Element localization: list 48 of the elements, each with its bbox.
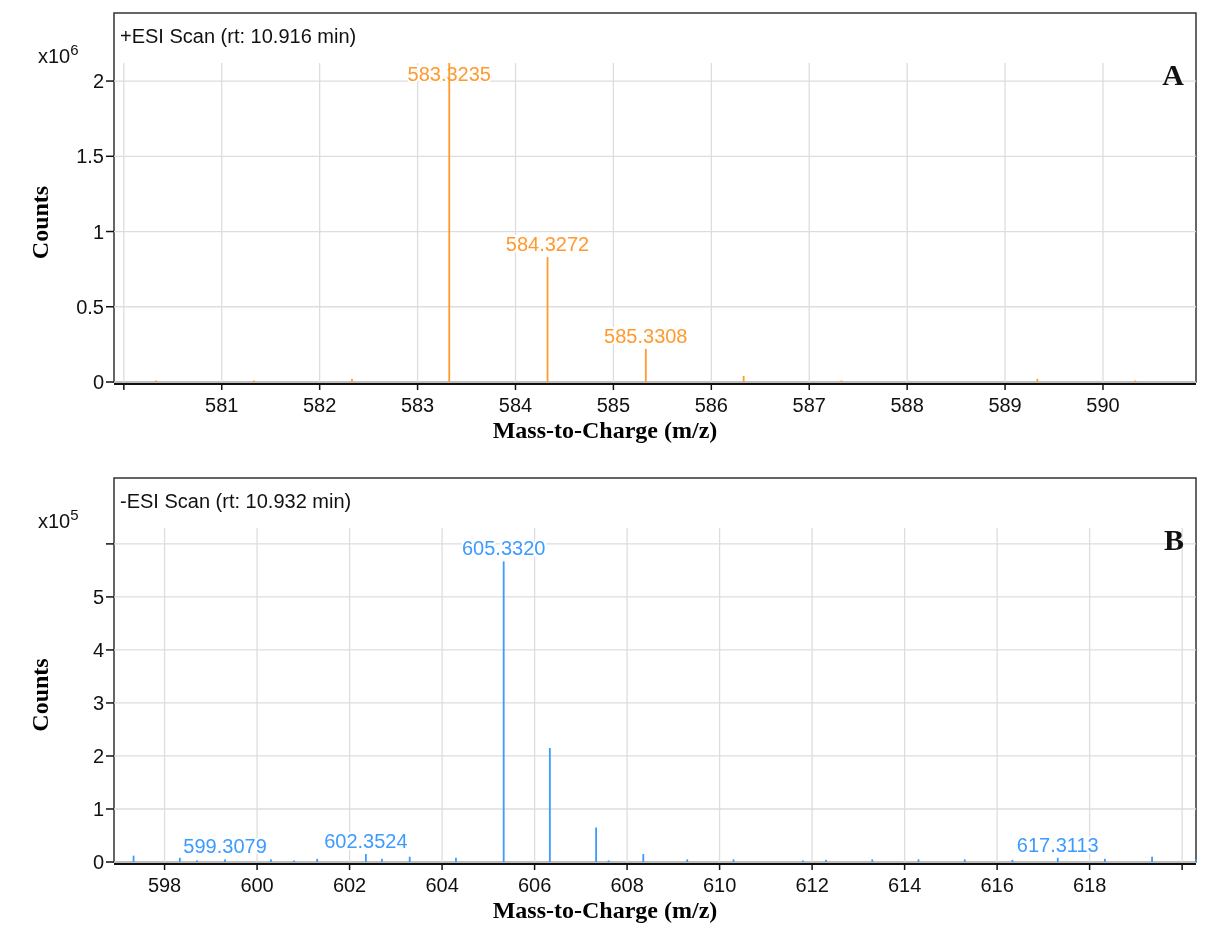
x-tick-label: 612 xyxy=(795,874,829,896)
x-tick-label: 590 xyxy=(1086,394,1120,416)
annotation: A xyxy=(1162,58,1185,91)
x-axis-title: Mass-to-Charge (m/z) xyxy=(492,897,718,923)
chart-title: +ESI Scan (rt: 10.916 min) xyxy=(120,25,357,47)
y-tick-label: 2 xyxy=(92,70,104,93)
x-tick-label: 616 xyxy=(980,874,1014,896)
x-tick-label: 588 xyxy=(890,394,924,416)
y-tick-label: 1 xyxy=(92,220,104,243)
y-tick-label: 1 xyxy=(92,797,104,820)
chart-title: -ESI Scan (rt: 10.932 min) xyxy=(120,490,352,512)
x-tick-label: 602 xyxy=(332,874,367,896)
x-tick-label: 589 xyxy=(988,394,1022,416)
y-tick-label: 0 xyxy=(92,371,104,393)
x-tick-label: 583 xyxy=(400,394,435,416)
y-tick-label: 4 xyxy=(92,638,104,661)
y-tick-label: 0 xyxy=(92,851,104,873)
y-tick-label: 0.5 xyxy=(76,295,104,318)
x-tick-label: 608 xyxy=(610,874,644,896)
annotation: 605.3320 xyxy=(461,537,546,560)
y-tick-label: 1.5 xyxy=(76,145,104,168)
x-tick-label: 585 xyxy=(596,394,631,416)
annotation: 599.3079 xyxy=(183,835,267,858)
x-tick-label: 604 xyxy=(425,874,459,896)
text: x10$^{6}$ xyxy=(38,40,79,67)
annotation: B xyxy=(1163,523,1184,556)
x-tick-label: 610 xyxy=(702,874,737,896)
x-tick-label: 618 xyxy=(1072,874,1107,896)
y-axis-title: Counts xyxy=(27,658,53,732)
x-tick-label: 584 xyxy=(498,394,533,416)
text: x10$^{5}$ xyxy=(38,505,79,532)
x-tick-label: 587 xyxy=(792,394,826,416)
annotation: 617.3113 xyxy=(1016,833,1099,856)
x-tick-label: 614 xyxy=(887,874,922,896)
x-tick-label: 598 xyxy=(147,874,182,896)
x-tick-label: 586 xyxy=(694,394,729,416)
x-tick-label: 581 xyxy=(205,394,239,416)
annotation: 585.3308 xyxy=(604,324,688,347)
y-tick-label: 5 xyxy=(92,585,104,608)
y-tick-label: 2 xyxy=(92,744,104,767)
x-axis-title: Mass-to-Charge (m/z) xyxy=(492,417,718,443)
y-axis-title: Counts xyxy=(27,185,53,260)
y-tick-label: 3 xyxy=(92,691,104,714)
annotation: 602.3524 xyxy=(324,830,408,853)
x-tick-label: 606 xyxy=(517,874,552,896)
x-tick-label: 600 xyxy=(240,874,274,896)
x-tick-label: 582 xyxy=(302,394,337,416)
annotation: 584.3272 xyxy=(505,233,590,256)
